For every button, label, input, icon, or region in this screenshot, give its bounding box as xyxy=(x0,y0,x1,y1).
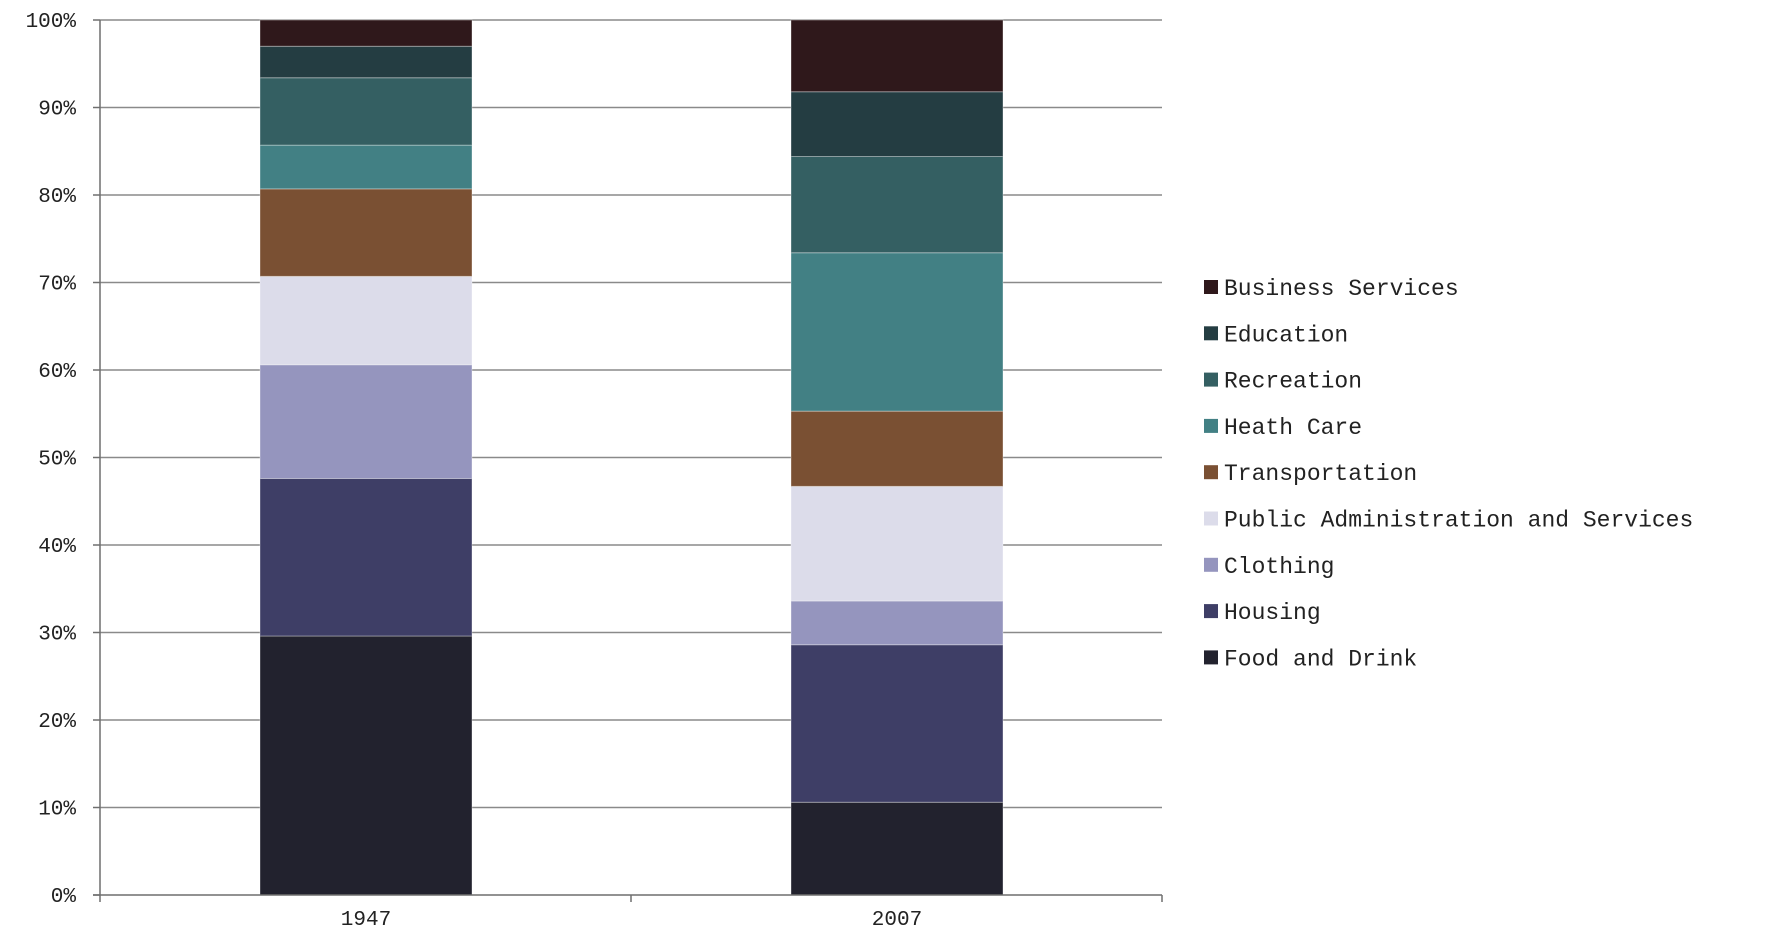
legend-label: Public Administration and Services xyxy=(1224,508,1693,534)
legend-item: Housing xyxy=(1204,600,1321,626)
y-axis-tick-label: 0% xyxy=(51,886,77,909)
bar-segment xyxy=(790,19,1004,93)
legend-swatch xyxy=(1204,418,1218,433)
bar-segment xyxy=(790,485,1004,602)
bar-segment xyxy=(790,252,1004,412)
legend-swatch xyxy=(1204,557,1218,572)
legend-item: Clothing xyxy=(1204,554,1334,580)
legend-item: Transportation xyxy=(1204,461,1417,487)
bar-segment xyxy=(259,188,473,277)
y-axis-tick-label: 60% xyxy=(38,361,76,384)
bar-segment xyxy=(259,364,473,479)
legend-item: Education xyxy=(1204,322,1348,348)
bar-segment xyxy=(259,478,473,637)
y-axis-tick-label: 40% xyxy=(38,536,76,559)
x-axis-tick-label: 1947 xyxy=(341,909,391,931)
bar-segment xyxy=(790,644,1004,803)
bar-segment xyxy=(259,19,473,47)
legend-label: Business Services xyxy=(1224,276,1459,302)
x-axis-tick-labels: 1947 2007 xyxy=(341,909,922,931)
bars xyxy=(259,19,1004,896)
axes xyxy=(93,19,1163,902)
legend-label: Clothing xyxy=(1224,554,1334,580)
legend-swatch xyxy=(1204,326,1218,341)
bar-segment xyxy=(790,410,1004,487)
bar-segment xyxy=(790,600,1004,646)
bar-segment xyxy=(259,77,473,146)
legend-item: Business Services xyxy=(1204,276,1459,302)
legend-label: Transportation xyxy=(1224,461,1417,487)
x-axis-tick-label: 2007 xyxy=(872,909,922,931)
y-axis-tick-label: 70% xyxy=(38,274,76,297)
y-axis-tick-label: 50% xyxy=(38,449,76,472)
legend-label: Heath Care xyxy=(1224,415,1362,441)
legend-label: Recreation xyxy=(1224,369,1362,395)
legend-swatch xyxy=(1204,465,1218,480)
legend-label: Education xyxy=(1224,322,1348,348)
bar-segment xyxy=(790,801,1004,896)
bar-segment xyxy=(259,144,473,190)
bar-segment xyxy=(259,635,473,896)
y-axis-tick-label: 20% xyxy=(38,711,76,734)
legend-item: Food and Drink xyxy=(1204,646,1417,672)
bar-segment xyxy=(259,275,473,366)
legend-swatch xyxy=(1204,372,1218,387)
y-axis-tick-label: 10% xyxy=(38,799,76,822)
y-axis-tick-label: 100% xyxy=(26,11,77,34)
legend-label: Housing xyxy=(1224,600,1321,626)
bar-segment xyxy=(259,45,473,79)
y-axis-tick-label: 90% xyxy=(38,99,76,122)
legend-swatch xyxy=(1204,511,1218,526)
legend-item: Heath Care xyxy=(1204,415,1362,441)
legend-item: Public Administration and Services xyxy=(1204,508,1693,534)
legend-label: Food and Drink xyxy=(1224,646,1417,672)
legend-swatch xyxy=(1204,604,1218,619)
y-axis-tick-label: 30% xyxy=(38,624,76,647)
legend-swatch xyxy=(1204,650,1218,665)
legend-swatch xyxy=(1204,280,1218,294)
bar-segment xyxy=(790,91,1004,157)
y-axis-tick-label: 80% xyxy=(38,186,76,209)
bar-segment xyxy=(790,156,1004,254)
legend-item: Recreation xyxy=(1204,369,1362,395)
y-axis-tick-labels: 0% 10% 20% 30% 40% 50% 60% 70% 80% 90% 100% xyxy=(26,11,77,909)
legend: Business Services Education Recreation Heat… xyxy=(1204,276,1693,672)
